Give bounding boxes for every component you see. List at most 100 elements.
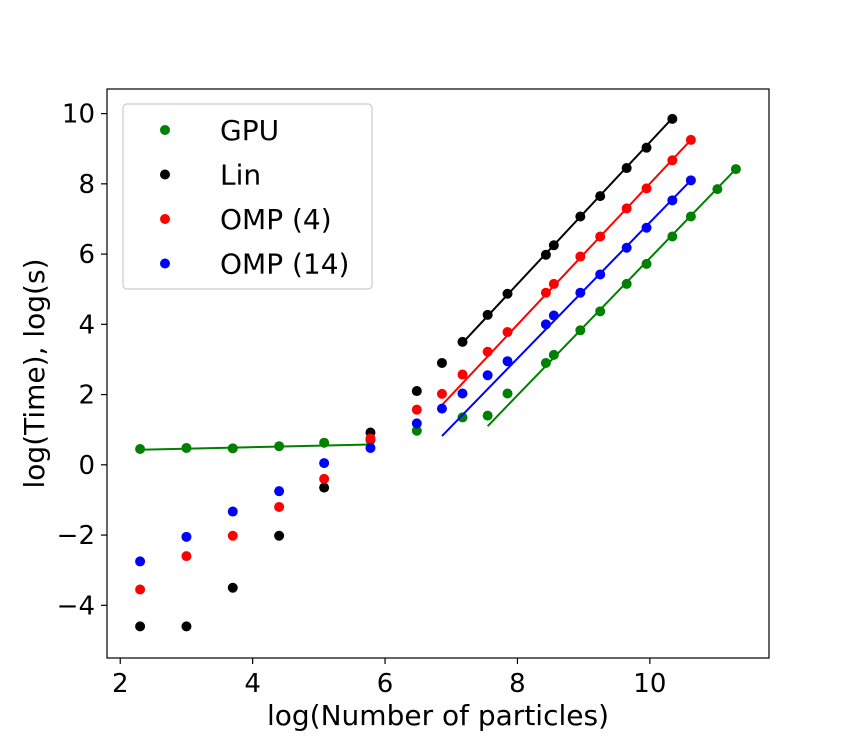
x-tick-label: 4 <box>244 669 261 699</box>
gpu-point <box>457 412 468 423</box>
gpu-point <box>575 325 586 336</box>
x-tick-label: 8 <box>509 669 526 699</box>
y-tick-label: 0 <box>78 451 95 481</box>
omp-14-point <box>641 222 652 233</box>
lin-point <box>457 336 468 347</box>
legend-marker-omp-4 <box>160 214 170 224</box>
omp-14-point <box>436 403 447 414</box>
omp-4-point <box>365 433 376 444</box>
omp-14-point <box>319 458 330 469</box>
legend-label-lin: Lin <box>220 159 261 192</box>
omp-4-point <box>502 327 513 338</box>
gpu-point <box>685 211 696 222</box>
lin-point <box>135 621 146 632</box>
omp-14-point <box>411 418 422 429</box>
legend-marker-lin <box>160 169 170 180</box>
omp-14-point <box>482 370 493 381</box>
gpu-point <box>730 164 741 175</box>
lin-point <box>181 621 192 632</box>
gpu-point <box>548 349 559 360</box>
omp-4-point <box>411 404 422 415</box>
gpu-point <box>181 442 192 453</box>
lin-point <box>502 288 513 299</box>
omp-4-point <box>274 501 285 512</box>
gpu-point <box>540 357 551 368</box>
omp-14-point <box>575 287 586 298</box>
omp-4-point <box>181 551 192 562</box>
lin-fit-line-1 <box>461 117 674 344</box>
omp-4-point <box>548 278 559 289</box>
omp-14-point <box>365 442 376 453</box>
lin-point <box>274 530 285 541</box>
lin-point <box>548 240 559 251</box>
gpu-point <box>595 306 606 317</box>
x-tick-label: 10 <box>633 669 666 699</box>
lin-point <box>667 113 678 124</box>
omp-14-point <box>595 269 606 280</box>
omp-4-point <box>319 473 330 484</box>
omp-14-point <box>502 356 513 367</box>
omp-4-point <box>685 134 696 145</box>
omp-14-point <box>135 556 146 567</box>
gpu-point <box>319 437 330 448</box>
legend-label-gpu: GPU <box>220 114 279 147</box>
x-tick-label: 6 <box>377 669 394 699</box>
lin-point <box>621 163 632 174</box>
gpu-fit-line-1 <box>140 443 371 451</box>
y-tick-label: −2 <box>57 521 95 551</box>
x-tick-label: 2 <box>112 669 129 699</box>
y-axis-label: log(Time), log(s) <box>18 259 51 489</box>
omp-14-point <box>457 388 468 399</box>
y-tick-label: 8 <box>78 170 95 200</box>
y-axis-ticks: −4 −2 0 2 4 6 8 10 <box>57 100 107 621</box>
gpu-point <box>641 258 652 269</box>
legend-label-omp-4: OMP (4) <box>220 203 332 236</box>
gpu-point <box>227 443 238 454</box>
omp-4-point <box>595 231 606 242</box>
omp-14-point <box>227 506 238 517</box>
legend: GPU Lin OMP (4) OMP (14) <box>122 103 373 290</box>
omp-14-point <box>181 531 192 542</box>
omp-14-point <box>548 310 559 321</box>
x-axis-ticks: 2 4 6 8 10 <box>112 658 666 699</box>
gpu-point <box>667 231 678 242</box>
omp-14-fit-line-1 <box>441 179 692 437</box>
y-tick-label: 6 <box>78 240 95 270</box>
plot-frame <box>106 88 770 659</box>
gpu-fit-line-2 <box>486 168 737 427</box>
omp-4-point <box>621 203 632 214</box>
omp-14-point <box>621 242 632 253</box>
omp-4-point <box>436 388 447 399</box>
lin-point <box>595 191 606 202</box>
y-tick-label: 4 <box>78 310 95 340</box>
omp-4-point <box>575 251 586 262</box>
omp-4-point <box>135 584 146 595</box>
gpu-point <box>502 388 513 399</box>
gpu-point <box>482 410 493 421</box>
lin-point <box>482 309 493 320</box>
omp-4-point <box>540 287 551 298</box>
omp-4-point <box>457 369 468 380</box>
x-axis-label: log(Number of particles) <box>267 699 609 732</box>
omp-4-fit-line-1 <box>441 139 692 406</box>
lin-point <box>575 211 586 222</box>
legend-label-omp-14: OMP (14) <box>220 248 349 281</box>
gpu-point <box>411 425 422 436</box>
gpu-point <box>621 278 632 289</box>
omp-4-point <box>227 530 238 541</box>
omp-4-point <box>641 183 652 194</box>
omp-14-point <box>685 175 696 186</box>
omp-14-point <box>540 319 551 330</box>
y-tick-label: −4 <box>57 591 95 621</box>
gpu-point <box>274 441 285 452</box>
omp-14-point <box>667 195 678 206</box>
legend-marker-gpu <box>160 125 170 135</box>
omp-4-point <box>482 346 493 357</box>
lin-point <box>540 249 551 260</box>
y-tick-label: 10 <box>62 100 95 130</box>
lin-point <box>411 386 422 397</box>
gpu-point <box>135 444 146 455</box>
legend-marker-omp-14 <box>160 258 170 269</box>
lin-point <box>436 357 447 368</box>
